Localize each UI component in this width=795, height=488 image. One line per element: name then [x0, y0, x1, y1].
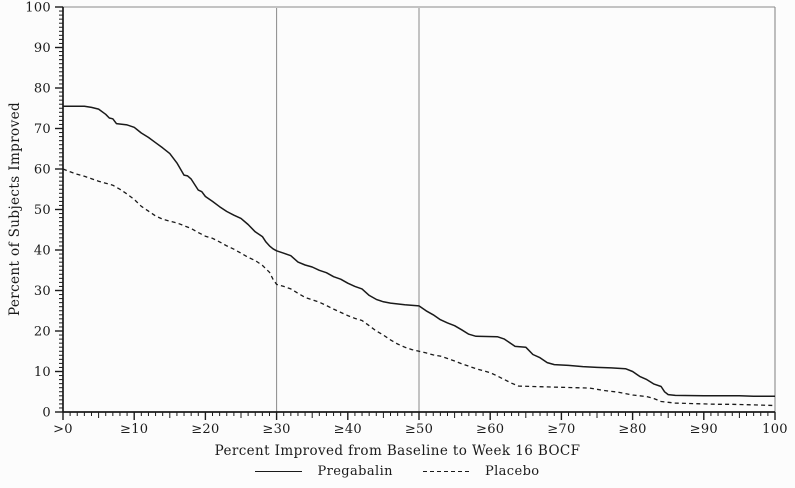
- solid-line-sample-icon: [255, 471, 303, 472]
- legend-item-pregabalin: Pregabalin: [255, 464, 393, 479]
- y-tick-label: 80: [34, 82, 51, 97]
- legend: Pregabalin Placebo: [0, 464, 795, 479]
- x-axis-title: Percent Improved from Baseline to Week 1…: [214, 443, 581, 459]
- x-tick-label: ≥20: [191, 422, 219, 437]
- x-tick-label: ≥40: [334, 422, 362, 437]
- x-tick-label: 100: [762, 422, 788, 437]
- y-tick-label: 70: [34, 122, 51, 137]
- x-tick-label: ≥90: [690, 422, 718, 437]
- dashed-line-sample-icon: [422, 470, 470, 473]
- y-axis-title: Percent of Subjects Improved: [7, 101, 23, 317]
- x-tick-label: ≥30: [262, 422, 290, 437]
- y-tick-label: 90: [34, 41, 51, 56]
- y-tick-label: 100: [25, 1, 51, 16]
- series-line-pregabalin: [63, 105, 775, 397]
- y-tick-label: 30: [34, 284, 51, 299]
- legend-label-pregabalin: Pregabalin: [317, 464, 393, 479]
- y-tick-label: 20: [34, 325, 51, 340]
- y-tick-label: 60: [34, 163, 51, 178]
- x-tick-label: ≥60: [476, 422, 504, 437]
- legend-item-placebo: Placebo: [422, 464, 540, 479]
- x-tick-label: ≥80: [618, 422, 646, 437]
- y-tick-label: 50: [34, 203, 51, 218]
- series-line-placebo: [62, 168, 776, 407]
- legend-label-placebo: Placebo: [484, 464, 540, 479]
- y-tick-label: 40: [34, 244, 51, 259]
- x-tick-label: ≥70: [547, 422, 575, 437]
- y-tick-label: 0: [42, 406, 51, 421]
- x-tick-label: ≥10: [120, 422, 148, 437]
- y-tick-label: 10: [34, 365, 51, 380]
- x-tick-label: >0: [53, 422, 73, 437]
- x-tick-label: ≥50: [405, 422, 433, 437]
